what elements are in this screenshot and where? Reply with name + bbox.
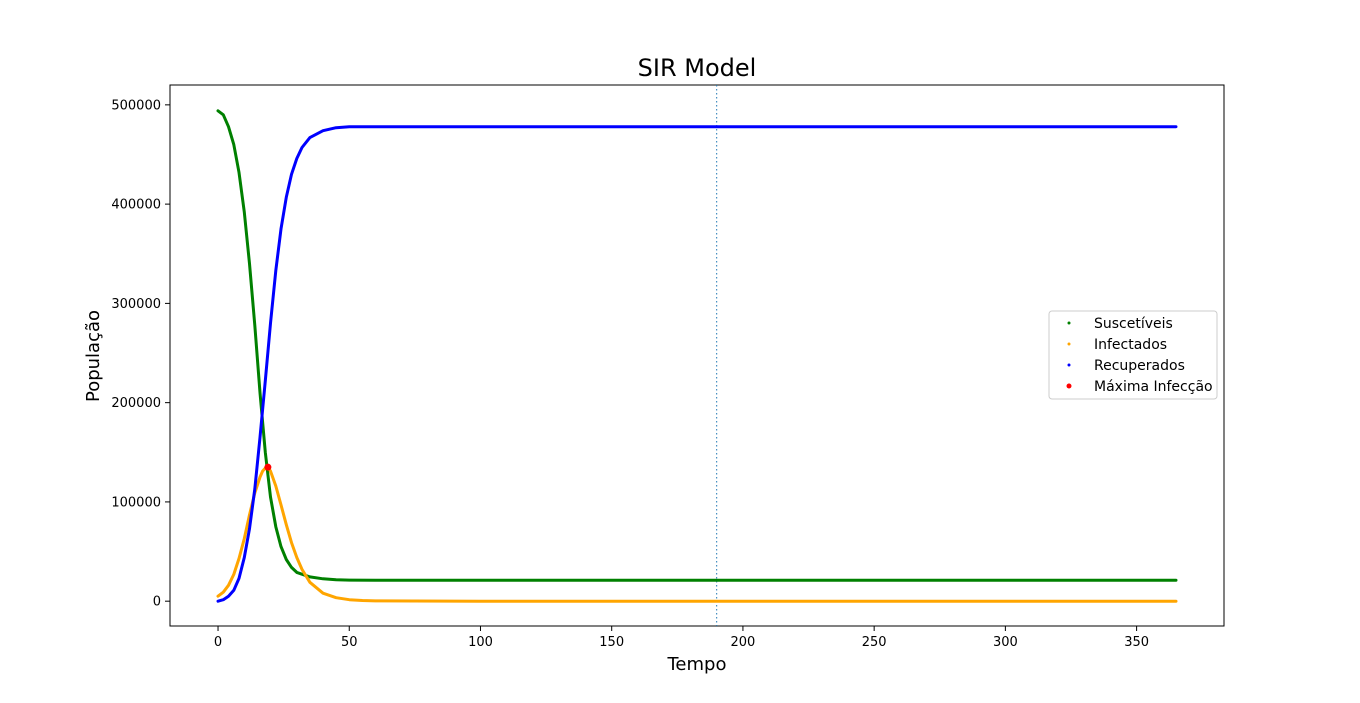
x-tick-label: 0: [214, 635, 222, 650]
x-axis-ticks: 0 50 100 150 200 250 300 350: [214, 626, 1149, 650]
y-tick-label: 300000: [111, 297, 161, 312]
x-tick-label: 200: [731, 635, 756, 650]
x-tick-label: 100: [468, 635, 493, 650]
series-recuperados: [216, 125, 1178, 603]
y-axis-ticks: 0 100000 200000 300000 400000 500000: [111, 98, 170, 610]
y-tick-label: 400000: [111, 198, 161, 213]
plot-frame: [169, 84, 1225, 627]
legend-box: [1048, 310, 1218, 400]
legend-marker-recuperados: [1067, 363, 1071, 367]
x-tick-label: 250: [862, 635, 887, 650]
legend-marker-infectados: [1067, 342, 1071, 346]
legend: Suscetíveis Infectados Recuperados Máxima I…: [1048, 310, 1218, 400]
y-tick-label: 500000: [111, 98, 161, 113]
legend-label-suscetiveis: Suscetíveis: [1094, 316, 1173, 332]
legend-label-recuperados: Recuperados: [1094, 358, 1185, 374]
x-tick-label: 150: [599, 635, 624, 650]
x-tick-label: 350: [1124, 635, 1149, 650]
x-tick-label: 300: [993, 635, 1018, 650]
series-infectados: [216, 465, 1178, 603]
x-axis-label: Tempo: [667, 654, 727, 675]
legend-marker-maxima-infeccao: [1066, 383, 1072, 389]
y-axis-label: População: [83, 310, 104, 402]
x-tick-label: 50: [341, 635, 358, 650]
series-point-maxima-infeccao: [264, 463, 272, 471]
legend-label-infectados: Infectados: [1094, 337, 1167, 353]
y-tick-label: 0: [153, 595, 161, 610]
series-layer: [216, 109, 1178, 603]
legend-label-maxima-infeccao: Máxima Infecção: [1094, 379, 1213, 395]
y-tick-label: 100000: [111, 495, 161, 510]
legend-marker-suscetiveis: [1067, 321, 1071, 325]
plot-area: [169, 84, 1225, 627]
chart-title: SIR Model: [638, 54, 757, 82]
series-suscetiveis: [216, 109, 1178, 582]
y-tick-label: 200000: [111, 396, 161, 411]
